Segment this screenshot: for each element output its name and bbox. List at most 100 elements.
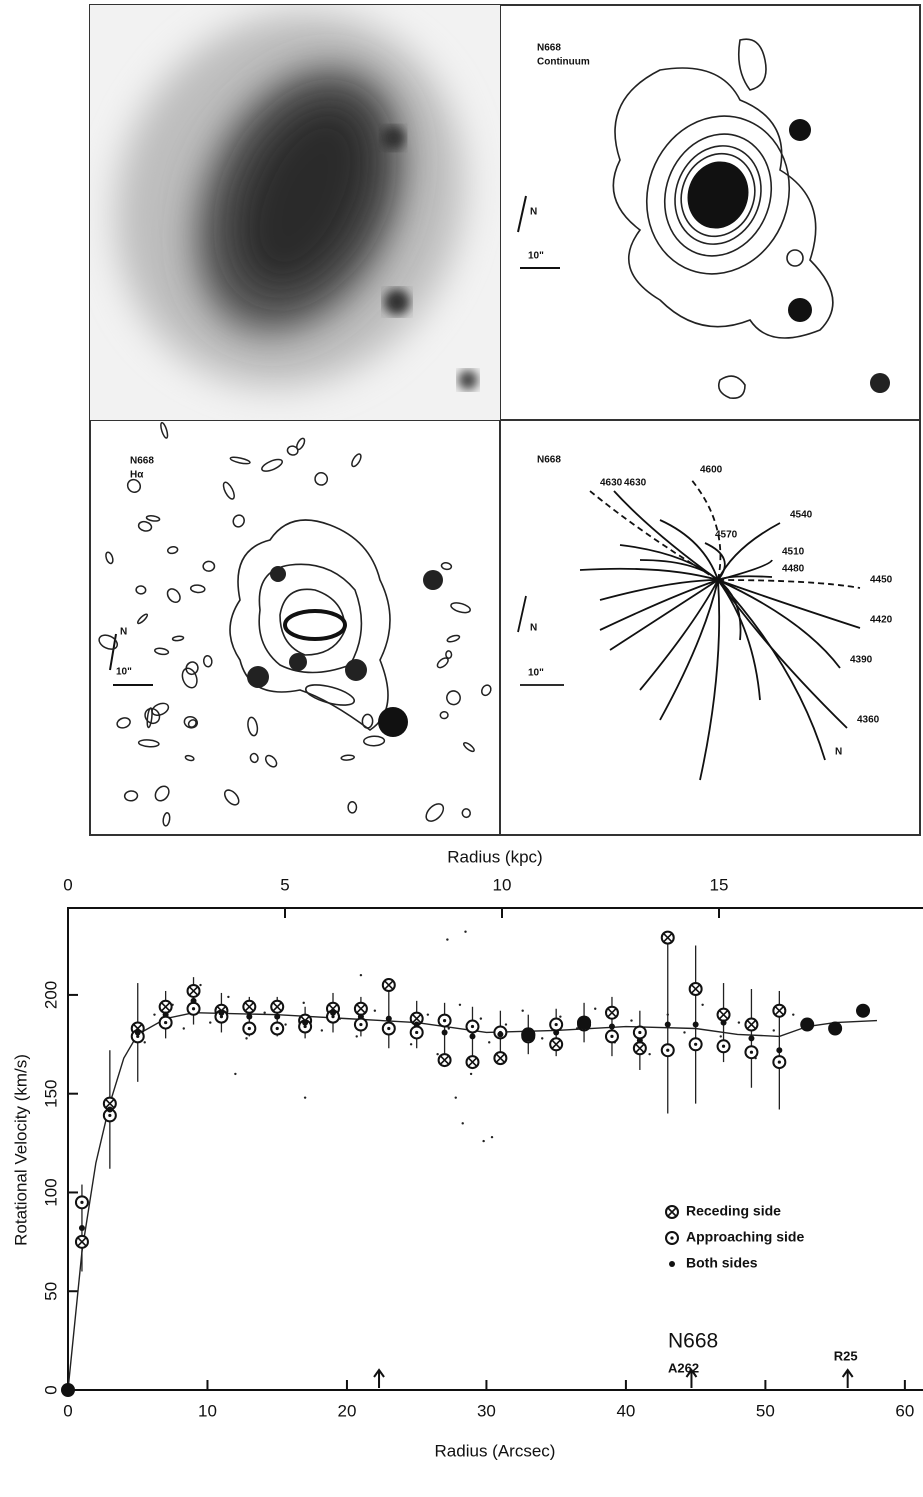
isovelocity-line bbox=[659, 579, 719, 721]
panel-label: Continuum bbox=[537, 57, 590, 68]
x-tick-label: 0 bbox=[63, 1401, 72, 1420]
contour bbox=[137, 739, 160, 748]
marker-dot bbox=[721, 1044, 726, 1048]
contour bbox=[436, 657, 449, 669]
contour bbox=[202, 654, 213, 668]
contour bbox=[154, 785, 170, 802]
marker-cross bbox=[384, 980, 394, 990]
receding-marker bbox=[102, 1096, 117, 1111]
legend-label: Approaching side bbox=[686, 1229, 804, 1245]
contour bbox=[126, 478, 142, 493]
isovelocity-line bbox=[639, 579, 719, 691]
contour bbox=[185, 661, 199, 676]
contour-label: 4570 bbox=[715, 530, 738, 541]
x-axis-label: Radius (Arcsec) bbox=[435, 1441, 556, 1460]
approaching-marker bbox=[270, 1021, 285, 1036]
contour bbox=[264, 754, 278, 768]
approaching-marker bbox=[688, 1037, 703, 1052]
data-dot bbox=[559, 1015, 562, 1018]
y-tick-label: 200 bbox=[41, 981, 60, 1009]
isovelocity-line bbox=[613, 490, 719, 581]
data-dot bbox=[488, 1041, 491, 1044]
halpha-contours bbox=[98, 421, 492, 827]
radius-marker bbox=[373, 1368, 385, 1388]
marker-dot bbox=[191, 1007, 196, 1011]
marker-dot bbox=[554, 1022, 558, 1027]
approaching-marker bbox=[186, 1001, 201, 1016]
both-marker bbox=[78, 1225, 85, 1232]
data-dot bbox=[263, 1011, 266, 1014]
data-dot bbox=[792, 1013, 795, 1016]
x2-tick-label: 10 bbox=[493, 875, 512, 894]
contour bbox=[135, 585, 147, 595]
marker-dot bbox=[442, 1018, 447, 1023]
approaching-marker bbox=[437, 1013, 452, 1028]
receding-marker bbox=[604, 1005, 619, 1020]
data-dot bbox=[409, 1043, 413, 1046]
both-marker bbox=[162, 1011, 169, 1018]
both-marker bbox=[413, 1021, 420, 1028]
data-dot bbox=[482, 1139, 485, 1143]
scale-label: 10" bbox=[528, 251, 544, 262]
marker-cross bbox=[440, 1055, 450, 1065]
contour bbox=[347, 800, 358, 814]
isovelocity-line bbox=[609, 579, 719, 651]
marker-dot bbox=[164, 1020, 168, 1025]
contour bbox=[286, 445, 299, 456]
data-dot bbox=[182, 1027, 185, 1030]
both-marker bbox=[441, 1029, 448, 1036]
contour bbox=[187, 719, 197, 728]
x-tick-label: 20 bbox=[337, 1401, 356, 1420]
marker-cross bbox=[244, 1002, 254, 1012]
contour-label: 4600 bbox=[700, 465, 723, 476]
contour bbox=[229, 456, 251, 465]
contour-label: 4630 bbox=[624, 478, 647, 489]
contour-label: 4360 bbox=[857, 715, 880, 726]
legend-label: Receding side bbox=[686, 1203, 781, 1219]
marker-cross bbox=[663, 933, 673, 943]
data-dot bbox=[320, 1029, 324, 1032]
contour bbox=[183, 715, 198, 729]
isovelocity-line bbox=[717, 579, 826, 761]
data-dot bbox=[234, 1072, 237, 1076]
contour-label: 4480 bbox=[782, 564, 805, 575]
radius-marker bbox=[685, 1368, 698, 1388]
x2-axis-label: Radius (kpc) bbox=[447, 847, 542, 866]
large-marker bbox=[800, 1017, 815, 1032]
both-marker bbox=[497, 1031, 504, 1038]
isovelocity-line bbox=[717, 579, 742, 641]
contour bbox=[105, 551, 114, 565]
isovelocity-line bbox=[659, 519, 719, 581]
data-dot bbox=[479, 1017, 483, 1020]
receding-marker bbox=[74, 1234, 89, 1249]
approaching-marker bbox=[665, 1231, 679, 1245]
receding-marker bbox=[437, 1053, 452, 1068]
receding-marker bbox=[465, 1055, 480, 1070]
approaching-marker bbox=[242, 1021, 257, 1036]
both-marker bbox=[636, 1037, 643, 1044]
radius-marker bbox=[841, 1368, 854, 1388]
receding-marker bbox=[716, 1007, 731, 1022]
annotation: R25 bbox=[834, 1348, 858, 1363]
receding-marker bbox=[186, 983, 201, 998]
contour bbox=[202, 560, 216, 572]
contour bbox=[171, 635, 185, 642]
receding-marker bbox=[242, 999, 257, 1014]
receding-marker bbox=[772, 1003, 787, 1018]
contour bbox=[123, 790, 139, 802]
x-tick-label: 30 bbox=[477, 1401, 496, 1420]
north-label: N bbox=[120, 627, 127, 638]
receding-marker bbox=[549, 1037, 564, 1052]
data-dot bbox=[464, 930, 467, 933]
isovelocity-line bbox=[699, 579, 721, 781]
contour bbox=[439, 710, 449, 720]
data-dot bbox=[355, 1035, 358, 1038]
both-marker bbox=[776, 1047, 783, 1054]
contour bbox=[98, 634, 119, 650]
both-marker bbox=[469, 1033, 476, 1040]
galaxy-image bbox=[90, 5, 500, 420]
contour bbox=[314, 472, 329, 486]
data-dot bbox=[683, 1031, 686, 1034]
both-marker bbox=[385, 1015, 392, 1022]
receding-marker bbox=[665, 1205, 679, 1219]
